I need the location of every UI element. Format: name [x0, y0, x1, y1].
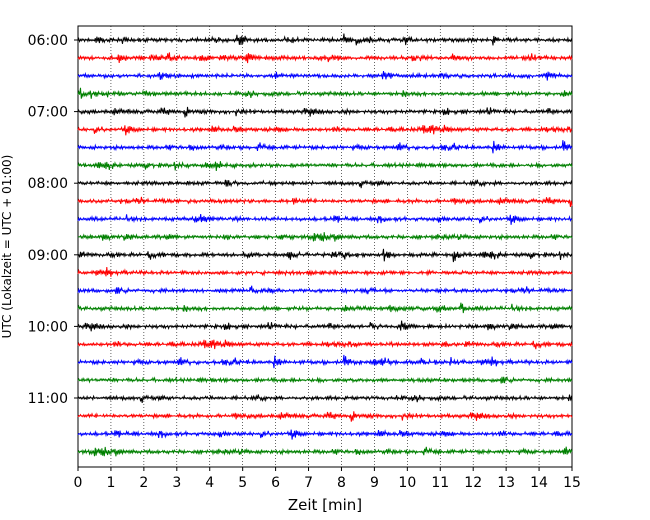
plot-frame — [77, 25, 573, 468]
trace-line — [77, 375, 573, 385]
trace-line — [77, 302, 573, 314]
trace-line — [77, 446, 573, 457]
trace-line — [77, 140, 573, 154]
grid-lines — [110, 26, 540, 467]
x-tick-label: 3 — [172, 475, 181, 491]
x-axis: 0 1 2 3 4 5 6 7 8 9 10 11 12 13 14 15 — [74, 467, 581, 491]
trace-line — [77, 339, 573, 350]
trace-line — [77, 354, 573, 369]
trace-line — [77, 248, 573, 263]
trace-line — [77, 267, 573, 277]
y-tick-label: 08:00 — [28, 176, 68, 192]
x-tick-label: 13 — [497, 475, 515, 491]
x-tick-label: 11 — [431, 475, 449, 491]
x-tick-label: 0 — [74, 475, 83, 491]
x-tick-label: 6 — [271, 475, 280, 491]
y-tick-label: 11:00 — [28, 391, 68, 407]
x-tick-label: 10 — [398, 475, 416, 491]
y-tick-label: 07:00 — [28, 105, 68, 121]
trace-line — [77, 232, 573, 242]
trace-line — [77, 87, 573, 99]
y-axis: 06:00 07:00 08:00 09:00 10:00 11:00 — [28, 33, 78, 407]
x-axis-label: Zeit [min] — [288, 496, 362, 514]
trace-line — [77, 429, 573, 440]
trace-line — [77, 285, 573, 295]
x-tick-label: 4 — [205, 475, 214, 491]
x-tick-label: 5 — [238, 475, 247, 491]
trace-line — [77, 52, 573, 64]
x-tick-label: 9 — [370, 475, 379, 491]
trace-line — [77, 394, 573, 403]
y-tick-label: 09:00 — [28, 248, 68, 264]
trace-line — [77, 124, 573, 136]
trace-line — [77, 179, 573, 189]
y-tick-label: 06:00 — [28, 33, 68, 49]
trace-line — [77, 70, 573, 81]
trace-line — [77, 106, 573, 118]
x-tick-label: 8 — [337, 475, 346, 491]
x-tick-label: 14 — [530, 475, 548, 491]
trace-line — [77, 411, 573, 422]
trace-line — [77, 196, 573, 207]
trace-line — [77, 160, 573, 171]
x-tick-label: 7 — [304, 475, 313, 491]
traces — [77, 33, 573, 457]
trace-line — [77, 33, 573, 46]
trace-line — [77, 320, 573, 332]
x-tick-label: 2 — [139, 475, 148, 491]
x-tick-label: 1 — [106, 475, 115, 491]
x-tick-label: 12 — [464, 475, 482, 491]
y-axis-label: UTC (Lokalzeit = UTC + 01:00) — [0, 155, 14, 339]
y-tick-label: 10:00 — [28, 319, 68, 335]
trace-line — [77, 213, 573, 225]
x-tick-label: 15 — [563, 475, 581, 491]
